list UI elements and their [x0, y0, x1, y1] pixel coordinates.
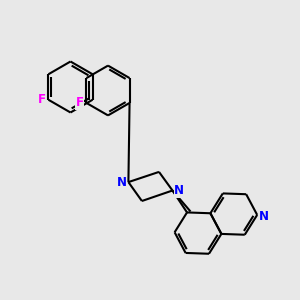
- Text: F: F: [76, 96, 84, 110]
- Text: F: F: [38, 93, 46, 106]
- Text: N: N: [174, 184, 184, 197]
- Text: N: N: [259, 210, 269, 223]
- Text: N: N: [117, 176, 127, 189]
